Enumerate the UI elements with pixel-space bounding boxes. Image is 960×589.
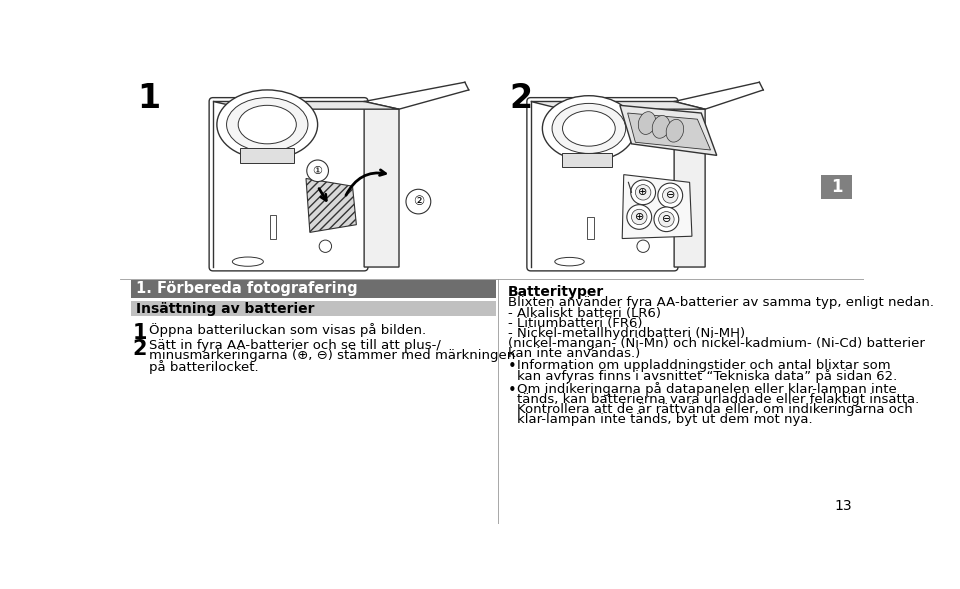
Circle shape xyxy=(632,209,647,224)
Text: - Litiumbatteri (FR6): - Litiumbatteri (FR6) xyxy=(508,317,642,330)
Text: (nickel-mangan- (Ni-Mn) och nickel-kadmium- (Ni-Cd) batterier: (nickel-mangan- (Ni-Mn) och nickel-kadmi… xyxy=(508,337,924,350)
Circle shape xyxy=(636,240,649,253)
Polygon shape xyxy=(306,178,356,233)
Text: 1: 1 xyxy=(137,82,160,115)
Text: - Alkaliskt batteri (LR6): - Alkaliskt batteri (LR6) xyxy=(508,307,660,320)
FancyBboxPatch shape xyxy=(527,98,678,271)
Text: Om indikeringarna på datapanelen eller klar-lampan inte: Om indikeringarna på datapanelen eller k… xyxy=(516,382,897,396)
Text: 1. Förbereda fotografering: 1. Förbereda fotografering xyxy=(135,282,357,296)
Circle shape xyxy=(406,189,431,214)
Text: ⊕: ⊕ xyxy=(635,212,644,222)
Ellipse shape xyxy=(542,95,636,161)
Text: klar-lampan inte tänds, byt ut dem mot nya.: klar-lampan inte tänds, byt ut dem mot n… xyxy=(516,412,812,426)
Circle shape xyxy=(636,184,651,200)
Ellipse shape xyxy=(227,98,308,151)
Text: ⊖: ⊖ xyxy=(665,190,675,200)
Text: minusmarkeringarna (⊕, ⊖) stämmer med märkningen: minusmarkeringarna (⊕, ⊖) stämmer med mä… xyxy=(150,349,516,362)
Text: ⊕: ⊕ xyxy=(638,187,648,197)
Text: 2: 2 xyxy=(510,82,533,115)
Bar xyxy=(562,153,612,167)
Ellipse shape xyxy=(652,115,670,138)
Text: på batterilocket.: på batterilocket. xyxy=(150,360,259,374)
Circle shape xyxy=(627,204,652,229)
Polygon shape xyxy=(628,113,710,150)
Polygon shape xyxy=(622,174,692,239)
Text: 1: 1 xyxy=(831,178,843,196)
Text: 2: 2 xyxy=(132,339,147,359)
Ellipse shape xyxy=(555,257,585,266)
Circle shape xyxy=(307,160,328,181)
Circle shape xyxy=(319,240,331,253)
Text: ②: ② xyxy=(413,195,424,208)
Text: kan inte användas.): kan inte användas.) xyxy=(508,347,639,360)
Text: kan avfyras finns i avsnittet “Tekniska data” på sidan 62.: kan avfyras finns i avsnittet “Tekniska … xyxy=(516,369,897,383)
Ellipse shape xyxy=(232,257,263,266)
Text: ⊖: ⊖ xyxy=(661,214,671,224)
Polygon shape xyxy=(213,101,399,109)
Circle shape xyxy=(659,211,674,227)
Text: Insättning av batterier: Insättning av batterier xyxy=(135,302,314,316)
Text: ①: ① xyxy=(313,166,323,176)
Polygon shape xyxy=(364,101,399,267)
Text: Kontrollera att de är rättvända eller, om indikeringarna och: Kontrollera att de är rättvända eller, o… xyxy=(516,402,913,416)
Bar xyxy=(131,301,496,316)
Bar xyxy=(131,280,496,298)
Bar xyxy=(588,217,593,239)
Text: Blixten använder fyra AA-batterier av samma typ, enligt nedan.: Blixten använder fyra AA-batterier av sa… xyxy=(508,296,933,309)
Polygon shape xyxy=(531,101,706,109)
Text: •: • xyxy=(508,359,516,375)
Ellipse shape xyxy=(638,112,656,134)
Text: •: • xyxy=(508,382,516,398)
Text: - Nickel-metallhydridbatteri (Ni-MH): - Nickel-metallhydridbatteri (Ni-MH) xyxy=(508,327,745,340)
Bar xyxy=(240,148,295,163)
Text: Sätt in fyra AA-batterier och se till att plus-/: Sätt in fyra AA-batterier och se till at… xyxy=(150,339,442,352)
Bar xyxy=(270,216,276,239)
Polygon shape xyxy=(674,101,706,267)
FancyBboxPatch shape xyxy=(209,98,368,271)
Circle shape xyxy=(658,183,683,208)
Polygon shape xyxy=(620,105,717,155)
Circle shape xyxy=(654,207,679,231)
Text: Öppna batteriluckan som visas på bilden.: Öppna batteriluckan som visas på bilden. xyxy=(150,323,426,337)
Text: 1: 1 xyxy=(132,323,147,343)
Text: 13: 13 xyxy=(834,499,852,514)
Text: Information om uppladdningstider och antal blixtar som: Information om uppladdningstider och ant… xyxy=(516,359,891,372)
Ellipse shape xyxy=(238,105,297,144)
Circle shape xyxy=(662,188,678,203)
Text: tänds, kan batterierna vara urladdade eller felaktigt insatta.: tänds, kan batterierna vara urladdade el… xyxy=(516,392,919,406)
Ellipse shape xyxy=(563,111,615,146)
Ellipse shape xyxy=(217,90,318,159)
Text: Batterityper: Batterityper xyxy=(508,284,604,299)
Ellipse shape xyxy=(552,104,626,154)
Ellipse shape xyxy=(666,120,684,142)
Bar xyxy=(822,174,852,199)
Circle shape xyxy=(631,180,656,204)
